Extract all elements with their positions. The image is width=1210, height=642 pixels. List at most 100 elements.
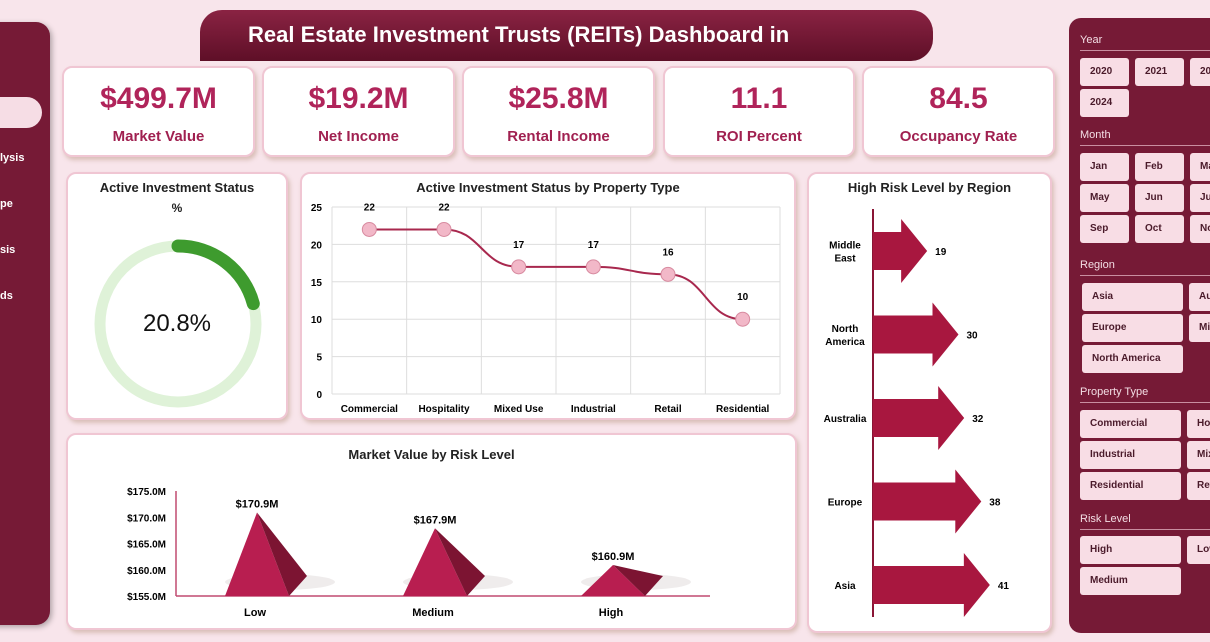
filter-year-2020[interactable]: 2020 <box>1080 58 1129 86</box>
filter-year-label: Year <box>1080 34 1210 51</box>
y-tick-label: 0 <box>316 390 322 401</box>
filter-month-jan[interactable]: Jan <box>1080 153 1129 181</box>
kpi-value: $19.2M <box>308 82 409 115</box>
filter-region-label: Region <box>1080 259 1210 276</box>
data-label: 22 <box>364 202 376 213</box>
kpi-value: 11.1 <box>730 82 788 115</box>
data-label: 30 <box>967 331 979 342</box>
filter-month-label: Month <box>1080 129 1210 146</box>
filter-property-mixed-use[interactable]: Mix <box>1187 441 1210 469</box>
y-tick-label: 10 <box>311 315 323 326</box>
filter-month-jul[interactable]: Jul <box>1190 184 1210 212</box>
pyramid-bar <box>403 528 467 596</box>
pyramid-side <box>257 512 307 596</box>
donut-fill <box>171 239 260 311</box>
kpi-value: $25.8M <box>508 82 609 115</box>
data-point <box>735 311 751 327</box>
data-label: 38 <box>989 498 1001 509</box>
line-chart: 0 5 10 15 20 25 22 Commercial 22 Hospitality 17 Mix… <box>311 202 781 415</box>
pyramid-side <box>613 565 663 596</box>
x-tick-label: Hospitality <box>418 404 470 415</box>
data-point <box>585 259 601 275</box>
data-label: 16 <box>662 247 674 258</box>
line-chart-card: Active Investment Status by Property Typ… <box>300 172 796 420</box>
region-arrow-bar <box>873 302 959 367</box>
data-label: $160.9M <box>592 551 635 563</box>
filter-month-may[interactable]: May <box>1080 184 1129 212</box>
kpi-roi-percent: 11.1 ROI Percent <box>663 66 855 157</box>
kpi-label: ROI Percent <box>716 128 802 145</box>
filter-property-commercial[interactable]: Commercial <box>1080 410 1181 438</box>
data-point <box>361 221 377 237</box>
nav-item-analysis[interactable]: lysis <box>0 152 25 164</box>
kpi-label: Market Value <box>112 128 205 145</box>
filter-property-hospitality[interactable]: Hos <box>1187 410 1210 438</box>
filter-region-asia[interactable]: Asia <box>1082 283 1183 311</box>
region-arrow-bar <box>873 219 928 283</box>
donut-value: 20.8% <box>142 310 212 337</box>
filter-region-north-america[interactable]: North America <box>1082 345 1183 373</box>
kpi-occupancy-rate: 84.5 Occupancy Rate <box>862 66 1055 157</box>
pyramid-chart: $155.0M $160.0M $165.0M $170.0M $175.0M $170.… <box>127 487 710 619</box>
data-label: 10 <box>737 292 749 303</box>
filter-risk-high[interactable]: High <box>1080 536 1181 564</box>
y-tick-label: $170.0M <box>127 513 166 524</box>
data-point <box>511 259 527 275</box>
x-tick-label: Commercial <box>341 404 398 415</box>
nav-item-trends[interactable]: ds <box>0 290 13 302</box>
pyramid-chart-card: Market Value by Risk Level $155.0M $160.0… <box>66 433 797 630</box>
filter-month-mar[interactable]: Mar <box>1190 153 1210 181</box>
filter-property-label: Property Type <box>1080 386 1210 403</box>
filter-month-sep[interactable]: Sep <box>1080 215 1129 243</box>
y-tick-label: 15 <box>311 278 323 289</box>
nav-item-type[interactable]: pe <box>0 198 13 210</box>
filter-month-oct[interactable]: Oct <box>1135 215 1184 243</box>
filter-year-2022[interactable]: 202 <box>1190 58 1210 86</box>
x-tick-label: Industrial <box>571 404 616 415</box>
filter-region-middle-east[interactable]: Mi <box>1189 314 1210 342</box>
data-label: 17 <box>588 240 600 251</box>
region-arrow-bar <box>873 386 965 450</box>
filter-property-residential[interactable]: Residential <box>1080 472 1181 500</box>
filter-year-2024[interactable]: 2024 <box>1080 89 1129 117</box>
kpi-label: Occupancy Rate <box>899 128 1018 145</box>
region-arrow-bar <box>873 469 982 534</box>
x-tick-label: Mixed Use <box>494 404 544 415</box>
filter-month-jun[interactable]: Jun <box>1135 184 1184 212</box>
data-label: 32 <box>972 414 984 425</box>
data-label: 17 <box>513 240 525 251</box>
pyramid-side <box>435 528 485 596</box>
kpi-net-income: $19.2M Net Income <box>262 66 455 157</box>
region-chart-card: High Risk Level by Region 19 Middle East 30… <box>807 172 1052 633</box>
x-tick-label: Retail <box>654 404 681 415</box>
data-label: 22 <box>438 202 450 213</box>
filter-month-feb[interactable]: Feb <box>1135 153 1184 181</box>
data-label: 41 <box>998 581 1010 592</box>
nav-item-selected[interactable] <box>0 97 42 128</box>
filter-risk-low[interactable]: Low <box>1187 536 1210 564</box>
filter-risk-label: Risk Level <box>1080 513 1210 530</box>
filter-region-australia[interactable]: Au <box>1189 283 1210 311</box>
page-title: Real Estate Investment Trusts (REITs) Da… <box>200 10 933 61</box>
donut-chart <box>94 239 262 408</box>
filter-panel: Year 2020 2021 202 2024 Month Jan Feb Ma… <box>1069 18 1210 633</box>
filter-month-nov[interactable]: Nov <box>1190 215 1210 243</box>
filter-risk-medium[interactable]: Medium <box>1080 567 1181 595</box>
y-tick-label: 5 <box>316 353 322 364</box>
left-nav-panel: lysis pe sis ds <box>0 22 50 625</box>
filter-property-retail[interactable]: Ret <box>1187 472 1210 500</box>
y-tick-label: 25 <box>311 203 323 214</box>
filter-region-europe[interactable]: Europe <box>1082 314 1183 342</box>
filter-property-industrial[interactable]: Industrial <box>1080 441 1181 469</box>
y-tick-label: Middle <box>829 241 861 252</box>
nav-item-analysis-2[interactable]: sis <box>0 244 16 256</box>
donut-subtitle: % <box>171 201 183 215</box>
donut-title: Active Investment Status <box>99 180 255 195</box>
kpi-label: Net Income <box>318 128 399 145</box>
kpi-label: Rental Income <box>507 128 610 145</box>
filter-year-2021[interactable]: 2021 <box>1135 58 1184 86</box>
y-tick-label: $160.0M <box>127 566 166 577</box>
y-tick-label: Asia <box>834 581 856 592</box>
y-tick-label: Europe <box>828 498 863 509</box>
donut-card: Active Investment Status % 20.8% <box>66 172 288 420</box>
